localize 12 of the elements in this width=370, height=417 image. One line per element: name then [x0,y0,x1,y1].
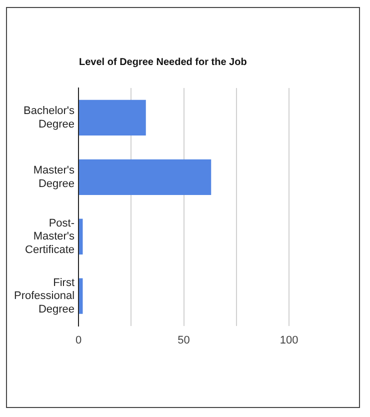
bar [79,100,146,136]
x-tick-label: 50 [178,334,190,346]
bar [79,218,83,254]
x-tick-label: 0 [75,334,82,346]
bar [79,278,83,314]
y-tick-label: Master's Degree [33,164,76,190]
chart-title: Level of Degree Needed for the Job [79,57,247,68]
y-tick-label: Bachelor's Degree [24,105,76,130]
y-tick-label: Post-Master's Certificate [25,217,76,256]
y-tick-label: First Professional Degree [14,276,75,316]
bar [79,159,212,196]
x-tick-label: 100 [280,334,298,346]
